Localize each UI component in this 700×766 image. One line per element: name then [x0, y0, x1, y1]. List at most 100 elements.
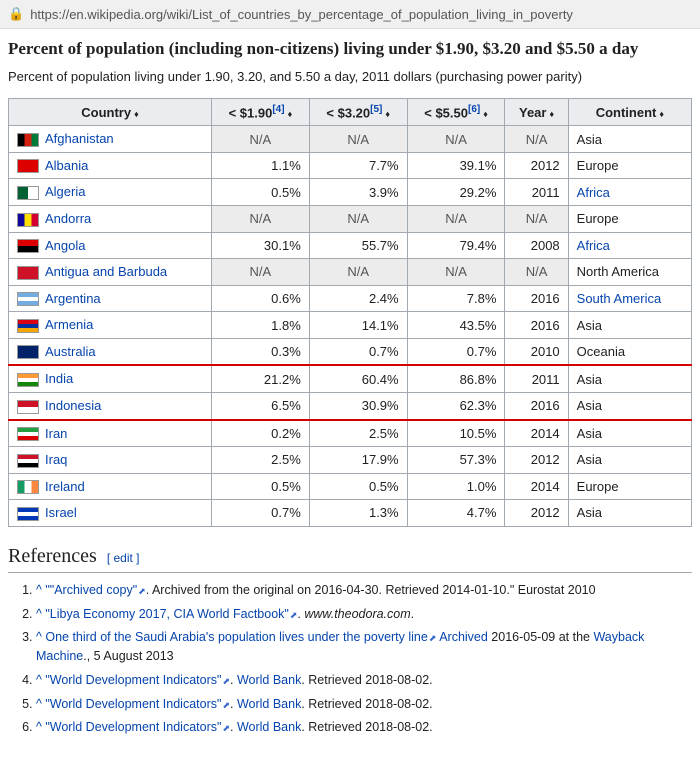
flag-icon [17, 213, 39, 227]
cell-continent: Africa [568, 179, 691, 206]
cell-continent: Oceania [568, 338, 691, 365]
country-link[interactable]: Andorra [45, 211, 91, 226]
ref-link[interactable]: [5] [370, 104, 382, 115]
col-country[interactable]: Country♦ [9, 99, 212, 126]
cell-550: 86.8% [407, 365, 505, 392]
country-link[interactable]: India [45, 371, 73, 386]
table-row: AfghanistanN/AN/AN/AN/AAsia [9, 126, 692, 153]
table-row: Armenia1.8%14.1%43.5%2016Asia [9, 312, 692, 339]
table-row: Indonesia6.5%30.9%62.3%2016Asia [9, 392, 692, 419]
col-continent[interactable]: Continent♦ [568, 99, 691, 126]
country-cell: Antigua and Barbuda [9, 259, 212, 286]
flag-icon [17, 454, 39, 468]
external-icon: ⬈ [429, 633, 437, 643]
table-row: India 21.2%60.4%86.8%2011Asia [9, 365, 692, 392]
reference-item: ^ "Libya Economy 2017, CIA World Factboo… [36, 605, 692, 624]
ref-link[interactable]: "World Development Indicators" [45, 697, 221, 711]
url-text: https://en.wikipedia.org/wiki/List_of_co… [30, 7, 573, 22]
cell-continent: Asia [568, 312, 691, 339]
external-icon: ⬈ [222, 676, 230, 686]
cell-320: 60.4% [309, 365, 407, 392]
cell-year: 2012 [505, 500, 568, 527]
ref-link[interactable]: "World Development Indicators" [45, 720, 221, 734]
continent-link[interactable]: Africa [577, 238, 610, 253]
country-cell: Angola [9, 232, 212, 259]
cell-190: 0.5% [211, 179, 309, 206]
sort-icon: ♦ [288, 109, 293, 119]
ref-link[interactable]: "World Development Indicators" [45, 673, 221, 687]
cell-year: 2011 [505, 365, 568, 392]
country-link[interactable]: Angola [45, 238, 85, 253]
flag-icon [17, 266, 39, 280]
cell-year: 2016 [505, 285, 568, 312]
cell-320: 0.5% [309, 473, 407, 500]
flag-icon [17, 480, 39, 494]
country-link[interactable]: Iraq [45, 452, 67, 467]
ref-link[interactable]: One third of the Saudi Arabia's populati… [45, 630, 428, 644]
country-link[interactable]: Indonesia [45, 398, 101, 413]
content: Percent of population (including non-cit… [0, 29, 700, 752]
country-link[interactable]: Antigua and Barbuda [45, 264, 167, 279]
country-link[interactable]: Ireland [45, 479, 85, 494]
table-row: Iraq2.5%17.9%57.3%2012Asia [9, 447, 692, 474]
cell-320: 14.1% [309, 312, 407, 339]
external-icon: ⬈ [290, 610, 298, 620]
ref-link[interactable]: "Libya Economy 2017, CIA World Factbook" [45, 607, 289, 621]
country-link[interactable]: Australia [45, 344, 96, 359]
cell-320: N/A [309, 126, 407, 153]
sort-icon: ♦ [134, 109, 139, 119]
country-link[interactable]: Algeria [45, 184, 85, 199]
country-link[interactable]: Argentina [45, 291, 101, 306]
col-year[interactable]: Year♦ [505, 99, 568, 126]
cell-550: 10.5% [407, 420, 505, 447]
table-row: Angola30.1%55.7%79.4%2008Africa [9, 232, 692, 259]
table-row: Australia0.3%0.7%0.7%2010Oceania [9, 338, 692, 365]
country-cell: Andorra [9, 206, 212, 233]
flag-icon [17, 345, 39, 359]
cell-continent: South America [568, 285, 691, 312]
table-row: AndorraN/AN/AN/AN/AEurope [9, 206, 692, 233]
ref-link[interactable]: World Bank [237, 720, 301, 734]
cell-320: 55.7% [309, 232, 407, 259]
country-link[interactable]: Afghanistan [45, 131, 114, 146]
country-link[interactable]: Iran [45, 426, 67, 441]
reference-item: ^ "World Development Indicators"⬈. World… [36, 718, 692, 737]
cell-550: 1.0% [407, 473, 505, 500]
cell-190: 0.5% [211, 473, 309, 500]
sort-icon: ♦ [483, 109, 488, 119]
ref-link[interactable]: Archived [439, 630, 488, 644]
col-550[interactable]: < $5.50[6]♦ [407, 99, 505, 126]
cell-continent: Asia [568, 365, 691, 392]
references-heading: References [ edit ] [8, 545, 692, 573]
country-link[interactable]: Albania [45, 158, 88, 173]
flag-icon [17, 292, 39, 306]
col-320[interactable]: < $3.20[5]♦ [309, 99, 407, 126]
cell-550: 43.5% [407, 312, 505, 339]
ref-link[interactable]: World Bank [237, 697, 301, 711]
cell-year: 2014 [505, 473, 568, 500]
table-row: Argentina0.6%2.4%7.8%2016South America [9, 285, 692, 312]
continent-link[interactable]: Africa [577, 185, 610, 200]
ref-link[interactable]: World Bank [237, 673, 301, 687]
cell-550: 57.3% [407, 447, 505, 474]
ref-link[interactable]: [6] [468, 104, 480, 115]
flag-icon [17, 507, 39, 521]
flag-icon [17, 427, 39, 441]
continent-link[interactable]: South America [577, 291, 662, 306]
cell-190: N/A [211, 206, 309, 233]
references-list: ^ ""Archived copy"⬈. Archived from the o… [8, 581, 692, 737]
country-link[interactable]: Israel [45, 505, 77, 520]
cell-320: N/A [309, 206, 407, 233]
country-link[interactable]: Armenia [45, 317, 93, 332]
reference-item: ^ "World Development Indicators"⬈. World… [36, 695, 692, 714]
table-row: Israel0.7%1.3%4.7%2012Asia [9, 500, 692, 527]
country-cell: Ireland [9, 473, 212, 500]
edit-link[interactable]: [ edit ] [107, 551, 140, 565]
country-cell: Indonesia [9, 392, 212, 419]
cell-550: N/A [407, 259, 505, 286]
ref-link[interactable]: "Archived copy" [50, 583, 137, 597]
col-190[interactable]: < $1.90[4]♦ [211, 99, 309, 126]
cell-190: 0.2% [211, 420, 309, 447]
ref-link[interactable]: [4] [272, 104, 284, 115]
cell-190: 21.2% [211, 365, 309, 392]
